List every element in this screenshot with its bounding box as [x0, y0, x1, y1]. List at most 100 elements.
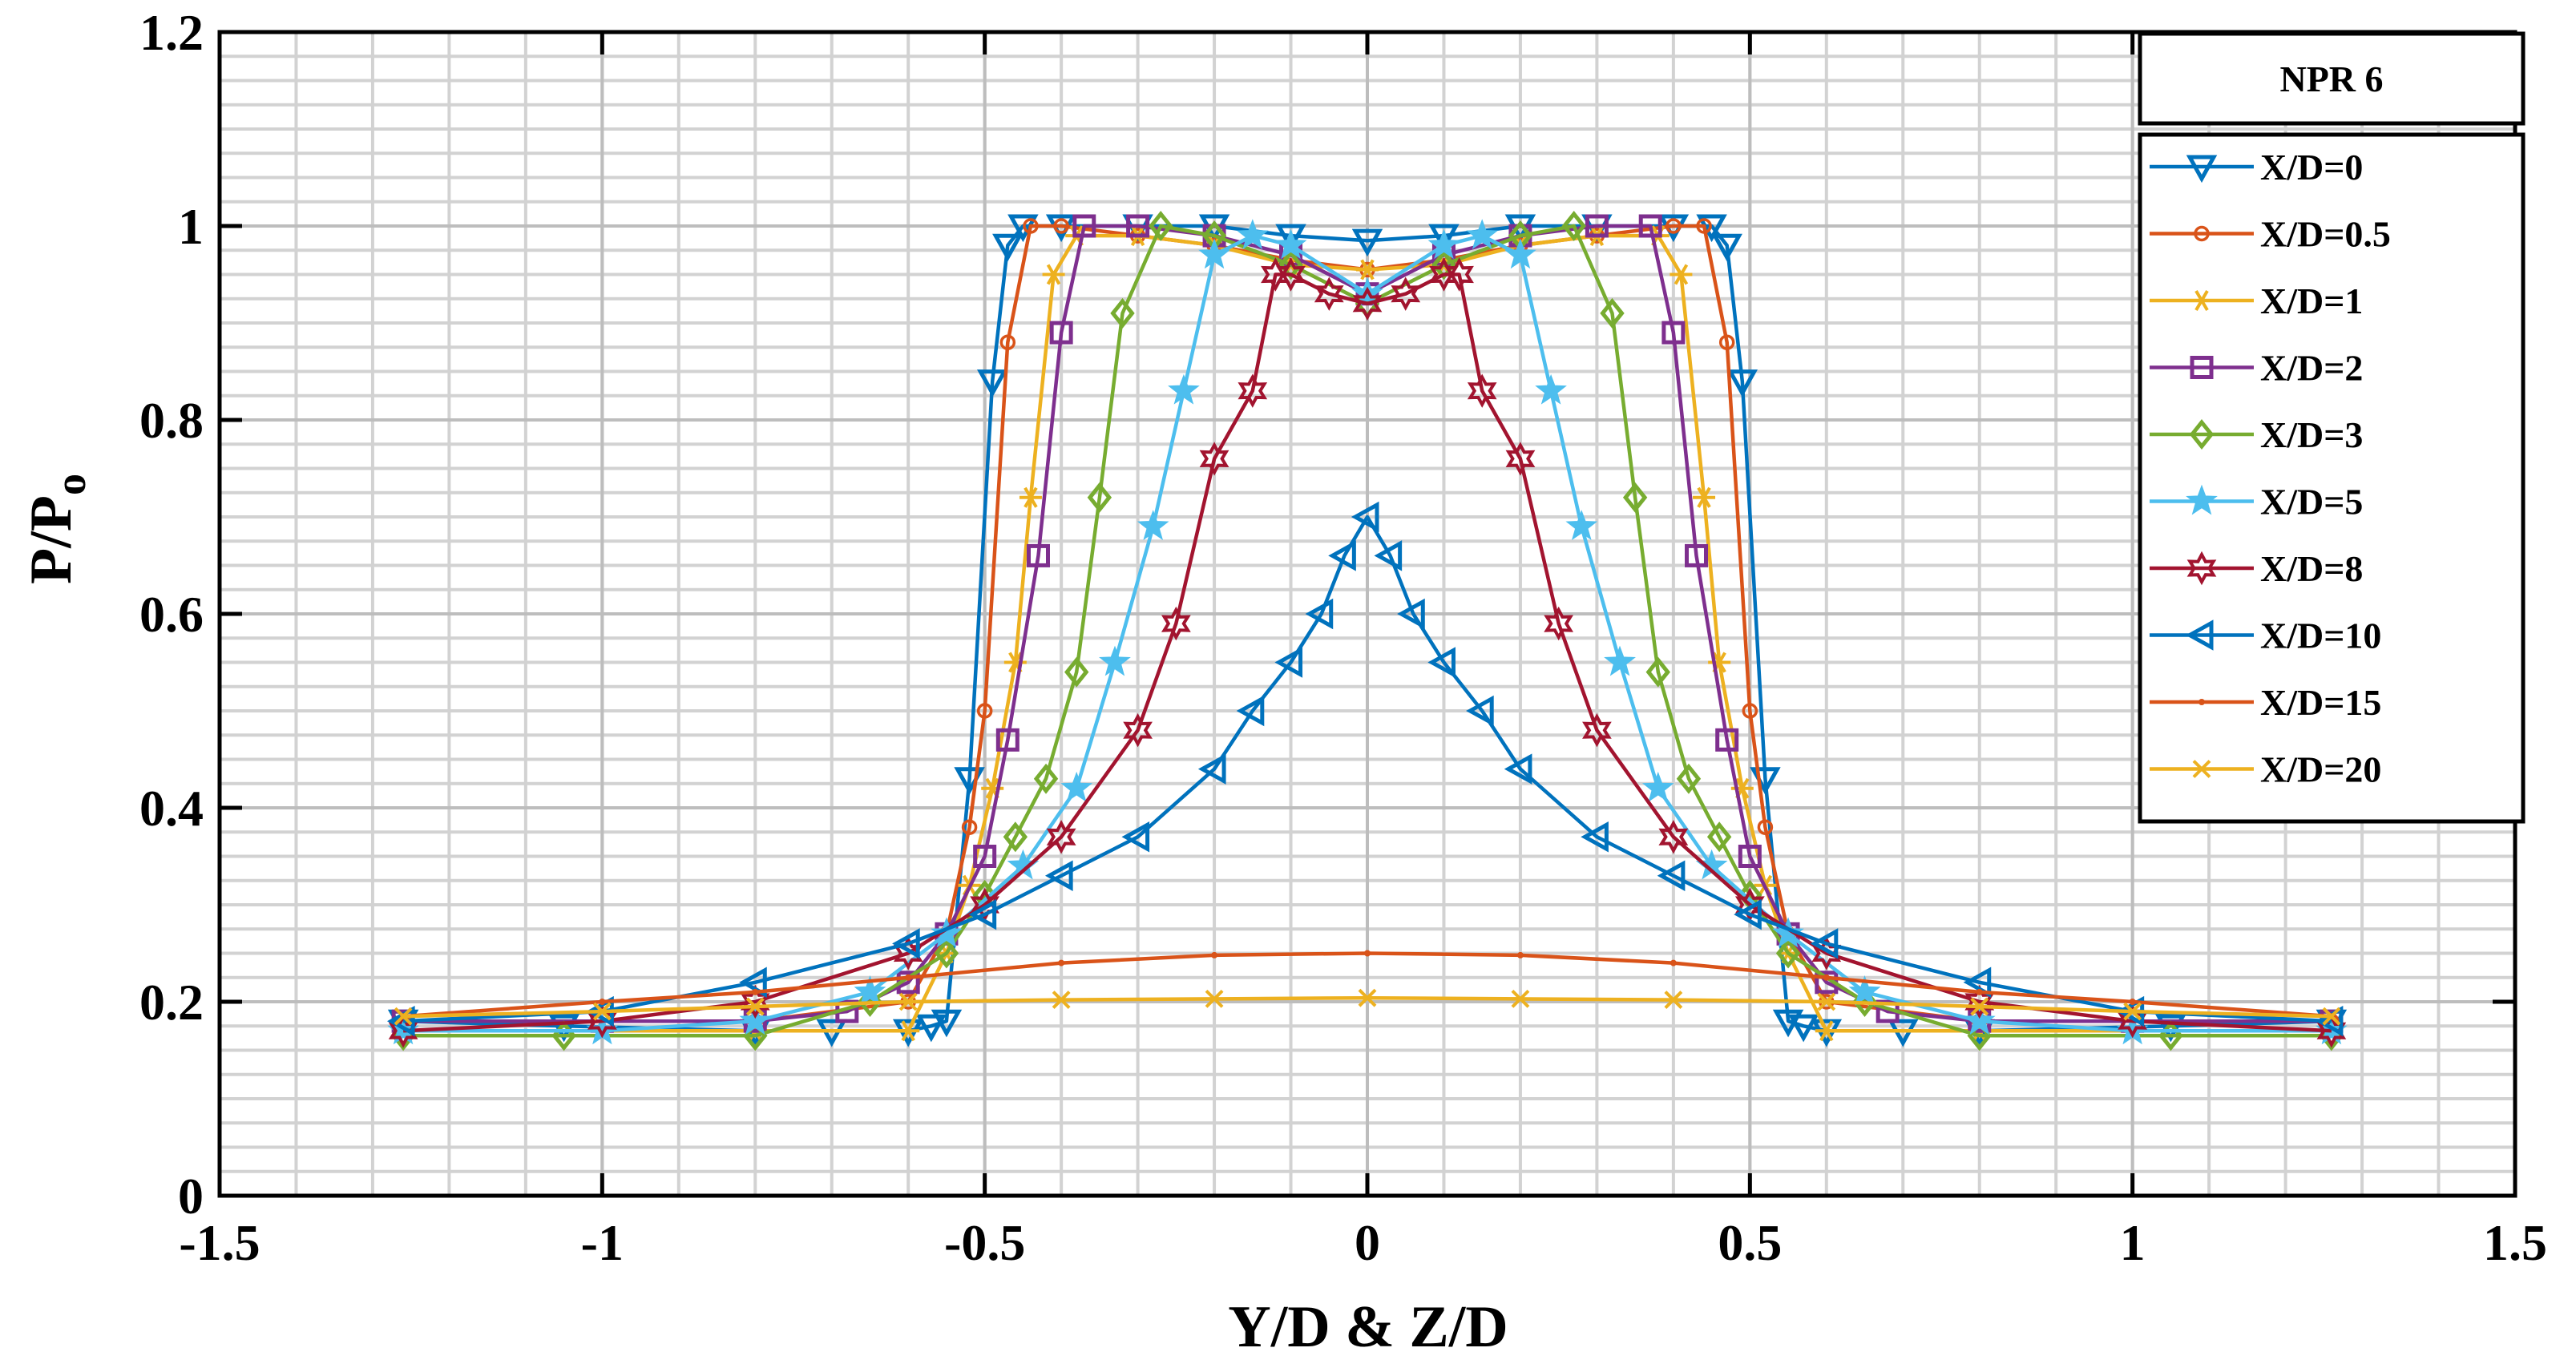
plot-series	[386, 210, 2348, 1051]
data-point	[1064, 656, 1089, 688]
legend-title: NPR 6	[2279, 59, 2383, 99]
data-point	[1676, 763, 1702, 794]
data-point	[905, 974, 912, 981]
data-point	[915, 1014, 947, 1043]
data-point	[1711, 233, 1742, 262]
y-tick-label: 0.6	[139, 586, 204, 643]
data-point	[1772, 917, 1804, 948]
data-point	[1049, 321, 1073, 345]
data-point	[752, 988, 759, 995]
data-point	[1391, 276, 1421, 311]
data-point	[2123, 1002, 2142, 1021]
data-point	[1467, 373, 1497, 408]
data-point	[1276, 257, 1306, 292]
data-point	[1638, 214, 1662, 238]
data-point	[1236, 695, 1265, 727]
data-point	[1641, 771, 1674, 802]
data-point	[1374, 540, 1403, 571]
data-point	[1444, 257, 1474, 292]
data-point	[995, 728, 1019, 752]
legend-marker	[2186, 484, 2218, 515]
data-point	[739, 1004, 772, 1035]
x-tick-label: 0	[1355, 1214, 1380, 1271]
data-point	[1693, 486, 1716, 508]
data-point	[1670, 959, 1677, 966]
data-point	[1585, 214, 1609, 238]
series-10	[394, 988, 2341, 1026]
data-point	[1275, 224, 1306, 252]
data-point	[548, 1014, 579, 1043]
data-point	[1787, 1014, 1819, 1043]
data-point	[1466, 695, 1494, 727]
y-tick-label: 0.2	[139, 974, 204, 1031]
x-tick-label: -1.5	[179, 1214, 260, 1271]
legend-item: X/D=2	[2150, 348, 2363, 389]
data-point	[1734, 887, 1765, 922]
data-point	[1364, 950, 1371, 957]
data-point	[1278, 249, 1303, 280]
data-point	[1121, 821, 1150, 853]
data-point	[1734, 898, 1762, 930]
data-point	[2118, 1003, 2148, 1039]
data-point	[976, 369, 1008, 397]
legend-item: X/D=0	[2150, 147, 2363, 188]
data-point	[1964, 984, 1995, 1019]
legend-item: X/D=0.5	[2150, 214, 2391, 255]
axis-ticks: -1.5 -1 -0.5 0 0.5 1 1.5 0 0.2 0.4 0.6 0.8 1 1.2	[139, 4, 2547, 1271]
data-point	[739, 966, 767, 999]
data-point	[1505, 442, 1536, 476]
x-tick-label: 1.5	[2483, 1214, 2547, 1271]
data-point	[1397, 598, 1425, 630]
data-point	[968, 898, 997, 930]
data-point	[1026, 543, 1050, 567]
data-point	[976, 703, 993, 719]
data-point	[1658, 820, 1689, 854]
legend-label: X/D=3	[2260, 414, 2363, 455]
legend-item: X/D=20	[2150, 749, 2381, 790]
data-point	[1817, 992, 1836, 1011]
data-point	[1274, 647, 1303, 678]
data-point	[1815, 1020, 1838, 1042]
data-point	[999, 334, 1016, 350]
data-point	[1970, 997, 1989, 1016]
data-point	[1314, 276, 1344, 311]
data-point	[599, 999, 606, 1005]
data-point	[1706, 821, 1732, 853]
data-point	[1427, 228, 1460, 260]
legend-label: X/D=5	[2260, 482, 2363, 523]
data-point	[1544, 606, 1574, 641]
data-point	[898, 992, 918, 1011]
data-point	[1661, 321, 1686, 345]
data-point	[1565, 510, 1598, 541]
data-point	[1504, 753, 1532, 785]
data-point	[1044, 860, 1073, 891]
data-point	[1358, 988, 1377, 1007]
legend-label: X/D=1	[2260, 280, 2363, 321]
data-point	[1033, 763, 1059, 794]
y-axis-title: P/Po	[18, 474, 95, 584]
data-point	[1535, 373, 1567, 405]
data-point	[1685, 543, 1709, 567]
data-point	[1715, 728, 1739, 752]
legend-item: X/D=10	[2150, 615, 2381, 656]
data-point	[1351, 501, 1379, 533]
data-point	[1046, 820, 1076, 854]
legend-label: X/D=20	[2260, 749, 2381, 790]
series-line	[403, 224, 2332, 1033]
legend-marker	[2186, 155, 2218, 184]
data-point	[1666, 218, 1682, 234]
data-point	[1042, 264, 1065, 285]
legend: NPR 6 X/D=0 X/D=0.5 X/D=1 X/D=2 X/D=3 X/D=5 X/D…	[2138, 31, 2526, 824]
data-point	[1466, 219, 1499, 250]
data-point	[854, 975, 886, 1006]
legend-label: X/D=8	[2260, 548, 2363, 589]
data-point	[931, 1009, 963, 1038]
data-point	[992, 233, 1024, 262]
data-point	[1696, 218, 1712, 234]
data-point	[1198, 238, 1230, 269]
data-point	[1052, 991, 1071, 1009]
data-point	[1823, 974, 1830, 981]
y-axis-title-main: P/P	[18, 495, 84, 584]
data-point	[740, 984, 770, 1019]
